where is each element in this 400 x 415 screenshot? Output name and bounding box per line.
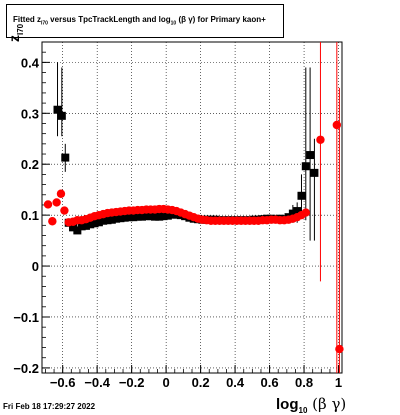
title-pre: Fitted z xyxy=(13,15,41,24)
x-tick-label: −0.2 xyxy=(119,375,145,390)
x-axis-label: log10 (β γ) xyxy=(276,395,346,415)
data-point-black xyxy=(168,210,177,219)
x-tick-label: 1 xyxy=(335,375,342,390)
data-point-black xyxy=(288,209,297,218)
y-label-sub: I70 xyxy=(15,23,25,35)
x-tick-label: −0.4 xyxy=(84,375,110,390)
y-tick-label: 0.4 xyxy=(21,55,40,70)
data-point-black xyxy=(107,215,116,224)
x-label-main: log xyxy=(276,396,299,413)
data-point-black xyxy=(99,216,108,225)
data-point-red xyxy=(43,200,53,209)
title-sub1: I70 xyxy=(41,20,48,27)
data-point-black xyxy=(57,111,66,120)
title-greek: (β γ) xyxy=(176,15,196,24)
data-point-black xyxy=(129,213,138,222)
title-sub2: 10 xyxy=(170,20,177,27)
data-point-black xyxy=(150,212,159,221)
x-tick-label: 0.4 xyxy=(226,375,245,390)
y-label-main: z xyxy=(6,35,22,42)
data-point-black xyxy=(133,212,142,221)
data-point-black xyxy=(69,223,78,232)
y-tick-label: 0.1 xyxy=(21,208,39,223)
data-point-black xyxy=(163,211,172,220)
data-point-black xyxy=(77,222,86,231)
data-point-red xyxy=(301,208,310,217)
x-tick-label: −0.6 xyxy=(50,375,76,390)
axis-ticks: −0.6 −0.4 −0.2 0 0.2 0.4 0.6 0.8 1 −0.2 −0.1 0 0.1 0.… xyxy=(13,41,342,390)
data-point-black xyxy=(53,105,62,114)
data-point-black xyxy=(142,212,151,221)
title-mid: versus TpcTrackLength and log xyxy=(47,15,171,24)
datestamp: Fri Feb 18 17:29:27 2022 xyxy=(3,402,96,411)
y-tick-label: −0.1 xyxy=(13,310,39,325)
x-label-greek: (β γ) xyxy=(307,395,347,413)
data-point-black xyxy=(310,168,319,177)
title-box: Fitted zI70 versus TpcTrackLength and lo… xyxy=(6,4,284,38)
y-tick-label: 0.2 xyxy=(21,157,39,172)
title-post: for Primary kaon+ xyxy=(195,15,266,24)
data-point-red xyxy=(56,189,66,198)
y-tick-label: 0 xyxy=(32,259,39,274)
data-point-black xyxy=(61,153,70,162)
data-point-black xyxy=(73,226,82,235)
data-point-black xyxy=(112,214,121,223)
x-tick-label: 0.8 xyxy=(295,375,313,390)
data-point-black xyxy=(306,151,315,160)
data-point-red xyxy=(48,217,57,226)
y-tick-label: −0.2 xyxy=(13,361,39,376)
data-point-black xyxy=(138,212,146,221)
data-point-red xyxy=(335,344,344,354)
data-point-black xyxy=(125,213,134,222)
x-label-sub: 10 xyxy=(298,406,308,415)
data-point-black xyxy=(103,216,112,225)
data-point-black xyxy=(293,207,302,216)
data-point-black xyxy=(301,162,310,171)
data-point-black xyxy=(94,218,103,227)
data-point-black xyxy=(116,214,125,223)
series-red-markers xyxy=(43,42,344,373)
x-tick-label: 0.2 xyxy=(192,375,210,390)
x-tick-label: 0.6 xyxy=(261,375,279,390)
x-tick-label: 0 xyxy=(163,375,170,390)
data-point-black xyxy=(155,212,164,221)
y-axis-label: zI70 xyxy=(6,24,25,42)
data-point-black xyxy=(86,220,95,229)
data-point-black xyxy=(146,212,155,221)
data-point-black xyxy=(120,213,129,222)
data-point-black xyxy=(297,191,306,200)
y-tick-label: 0.3 xyxy=(21,106,39,121)
data-point-red xyxy=(316,135,325,144)
chart-title: Fitted zI70 versus TpcTrackLength and lo… xyxy=(13,15,266,27)
data-point-black xyxy=(81,221,90,230)
data-point-red xyxy=(60,206,69,215)
data-point-red xyxy=(52,198,61,207)
data-point-black xyxy=(90,219,99,228)
data-point-black xyxy=(159,212,168,221)
